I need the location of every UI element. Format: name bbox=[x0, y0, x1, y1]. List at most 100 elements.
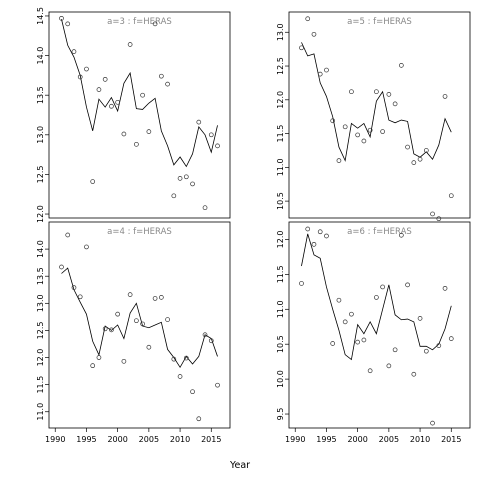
data-point bbox=[77, 294, 83, 300]
data-point bbox=[349, 89, 354, 95]
data-point bbox=[442, 94, 448, 99]
data-point bbox=[190, 181, 195, 187]
data-point bbox=[102, 76, 108, 82]
data-point bbox=[59, 264, 64, 270]
y-tick-label: 10.5 bbox=[276, 335, 285, 353]
data-point bbox=[299, 45, 304, 51]
data-point bbox=[90, 363, 96, 369]
data-point bbox=[374, 295, 379, 300]
panel-a4: a=4 : f=HERAS 11.0 11.5 12.0 12.5 13.0 13.5 14.… bbox=[36, 221, 231, 444]
data-point bbox=[342, 124, 348, 130]
data-point bbox=[349, 311, 354, 317]
data-point bbox=[305, 16, 311, 22]
x-tick-label: 1995 bbox=[316, 435, 336, 444]
y-tick-label: 12.0 bbox=[36, 349, 45, 367]
data-point bbox=[152, 21, 158, 27]
data-point bbox=[90, 179, 96, 184]
data-point bbox=[96, 355, 102, 360]
y-tick-label: 14.5 bbox=[36, 7, 45, 25]
y-tick-label: 11.5 bbox=[276, 265, 285, 283]
data-point bbox=[183, 355, 189, 361]
y-tick-label: 9.5 bbox=[276, 408, 285, 421]
y-tick-label: 10.0 bbox=[276, 370, 285, 388]
data-point bbox=[417, 316, 423, 321]
data-point bbox=[436, 343, 442, 348]
data-point bbox=[177, 176, 183, 181]
data-point bbox=[121, 358, 127, 364]
x-tick-label: 2000 bbox=[107, 435, 127, 444]
data-point bbox=[202, 332, 208, 338]
data-point bbox=[367, 127, 373, 133]
data-point bbox=[405, 144, 410, 150]
data-point bbox=[65, 21, 71, 27]
y-tick-label: 10.5 bbox=[276, 192, 285, 210]
data-point bbox=[65, 232, 71, 238]
data-point bbox=[386, 363, 392, 369]
data-point bbox=[115, 99, 121, 105]
y-tick-label: 11.5 bbox=[276, 125, 285, 143]
data-point bbox=[411, 160, 417, 165]
panel-a5: a=5 : f=HERAS 10.5 11.0 11.5 12.0 12.5 13.0 bbox=[276, 11, 471, 222]
x-tick-label: 2010 bbox=[410, 435, 430, 444]
panel-a6-frame bbox=[288, 221, 471, 429]
data-point bbox=[324, 67, 329, 73]
y-tick-label: 13.0 bbox=[36, 126, 45, 144]
data-point bbox=[367, 368, 373, 374]
x-tick-label: 2005 bbox=[379, 435, 399, 444]
data-point bbox=[448, 336, 454, 341]
data-point bbox=[392, 347, 398, 353]
data-point bbox=[392, 101, 398, 107]
data-point bbox=[84, 244, 89, 250]
data-point bbox=[146, 344, 152, 350]
data-point bbox=[361, 138, 367, 144]
y-tick-label: 12.0 bbox=[276, 91, 285, 109]
data-point bbox=[165, 81, 170, 87]
data-point bbox=[342, 319, 348, 325]
data-point bbox=[115, 311, 121, 317]
panel-a5-fitted-line bbox=[301, 42, 452, 162]
data-point bbox=[448, 193, 454, 199]
data-point bbox=[355, 132, 361, 138]
data-point bbox=[436, 216, 442, 222]
y-tick-label: 12.5 bbox=[36, 322, 45, 340]
panel-a4-fitted-line bbox=[61, 267, 218, 369]
x-tick-label: 2010 bbox=[170, 435, 190, 444]
x-tick-label: 1990 bbox=[45, 435, 65, 444]
data-point bbox=[152, 296, 158, 301]
data-point bbox=[109, 327, 114, 333]
data-point bbox=[361, 337, 367, 343]
panel-a5-frame bbox=[288, 11, 471, 219]
y-tick-label: 11.0 bbox=[36, 403, 45, 421]
data-point bbox=[430, 420, 435, 426]
data-point bbox=[374, 89, 379, 95]
data-point bbox=[196, 416, 202, 422]
data-point bbox=[177, 374, 183, 379]
y-tick-label: 11.0 bbox=[276, 300, 285, 318]
data-point bbox=[134, 141, 139, 147]
x-tick-label: 2015 bbox=[201, 435, 221, 444]
data-point bbox=[299, 281, 304, 286]
data-point bbox=[442, 285, 448, 291]
y-tick-label: 11.5 bbox=[36, 376, 45, 394]
data-point bbox=[430, 211, 435, 217]
data-point bbox=[423, 148, 429, 153]
panel-a3-title: a=3 : f=HERAS bbox=[107, 17, 172, 27]
data-point bbox=[386, 92, 392, 97]
data-point bbox=[109, 103, 114, 109]
data-point bbox=[208, 132, 214, 138]
data-point bbox=[305, 226, 311, 232]
panel-a6: a=6 : f=HERAS 9.5 10.0 10.5 11.0 11.5 12.0 1990… bbox=[276, 221, 471, 444]
panel-a4-frame bbox=[48, 221, 231, 429]
data-point bbox=[171, 193, 177, 199]
y-tick-label: 13.0 bbox=[36, 294, 45, 312]
data-point bbox=[140, 92, 145, 98]
data-point bbox=[423, 348, 429, 354]
y-tick-label: 14.0 bbox=[36, 240, 45, 258]
y-tick-label: 12.0 bbox=[36, 205, 45, 223]
y-tick-label: 14.0 bbox=[36, 47, 45, 65]
panel-a4-title: a=4 : f=HERAS bbox=[107, 227, 172, 237]
panel-a6-fitted-line bbox=[301, 233, 452, 361]
data-point bbox=[380, 129, 385, 134]
panel-a5-title: a=5 : f=HERAS bbox=[347, 17, 412, 27]
data-point bbox=[59, 15, 64, 21]
